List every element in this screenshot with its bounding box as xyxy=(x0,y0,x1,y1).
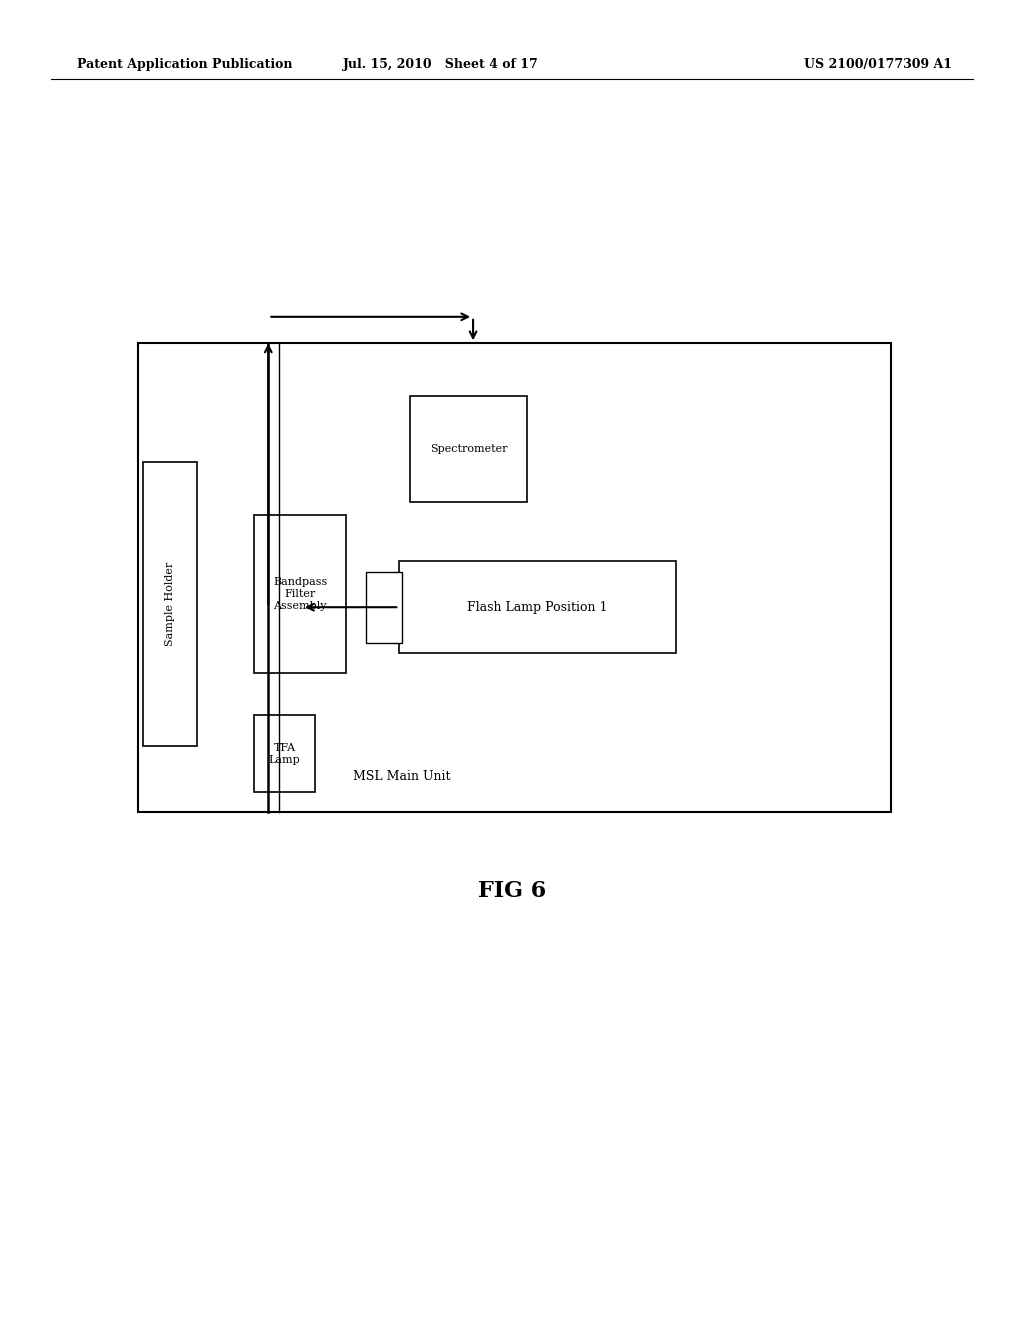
Bar xyxy=(399,561,676,653)
Text: MSL Main Unit: MSL Main Unit xyxy=(353,770,451,783)
Bar xyxy=(254,715,315,792)
Text: Bandpass
Filter
Assembly: Bandpass Filter Assembly xyxy=(273,577,327,611)
Text: TFA
Lamp: TFA Lamp xyxy=(268,743,301,764)
Bar xyxy=(410,396,527,502)
Bar xyxy=(254,515,346,673)
Text: Sample Holder: Sample Holder xyxy=(165,562,175,645)
Bar xyxy=(138,343,891,812)
Text: FIG 6: FIG 6 xyxy=(478,880,546,902)
Text: US 2100/0177309 A1: US 2100/0177309 A1 xyxy=(804,58,952,71)
Bar xyxy=(366,572,402,643)
Text: Spectrometer: Spectrometer xyxy=(430,444,507,454)
Bar xyxy=(143,462,197,746)
Text: Jul. 15, 2010   Sheet 4 of 17: Jul. 15, 2010 Sheet 4 of 17 xyxy=(342,58,539,71)
Text: Flash Lamp Position 1: Flash Lamp Position 1 xyxy=(467,601,608,614)
Text: Patent Application Publication: Patent Application Publication xyxy=(77,58,292,71)
